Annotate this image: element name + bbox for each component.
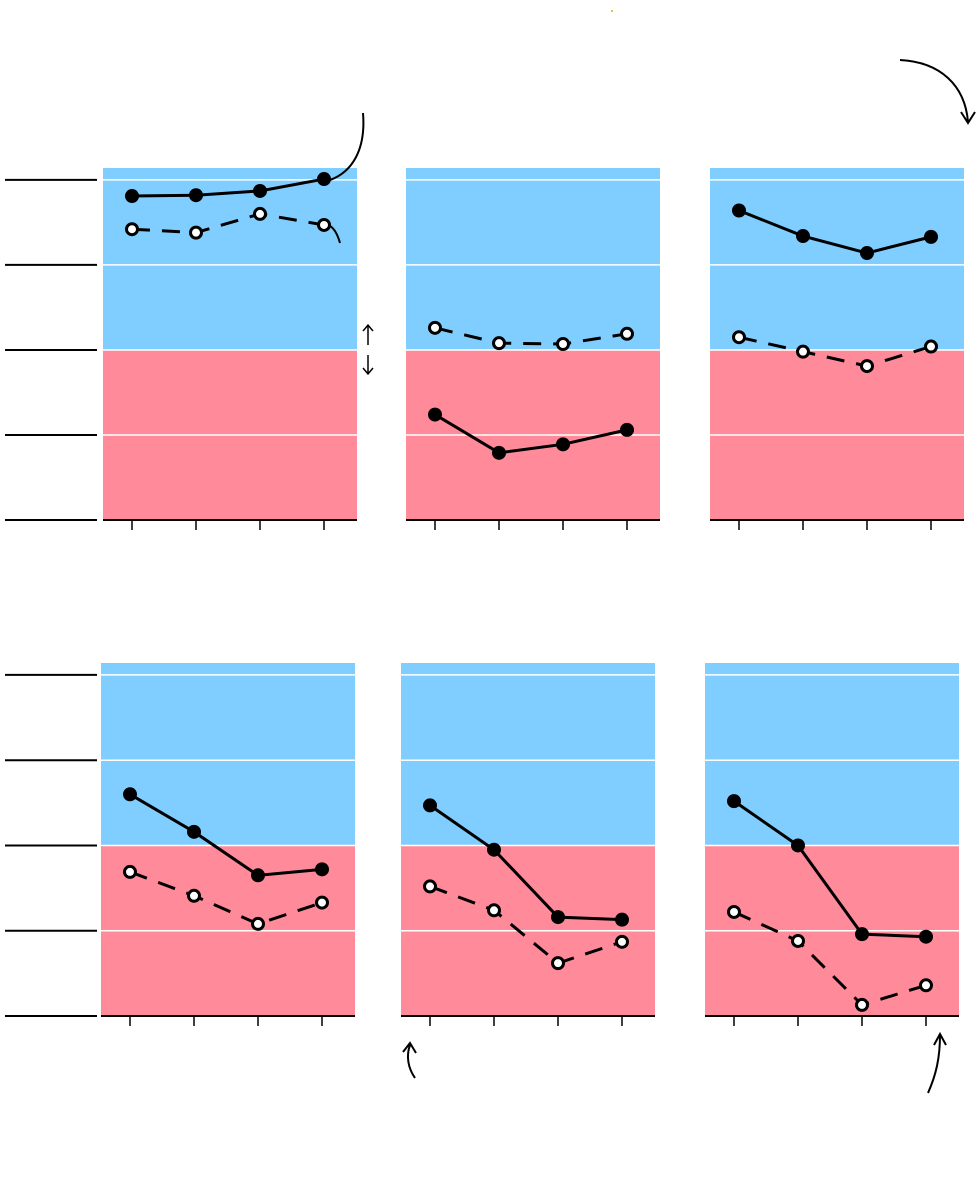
band-high — [401, 663, 655, 846]
arrow — [329, 225, 341, 244]
point — [187, 888, 201, 903]
point — [620, 326, 634, 341]
arrow — [899, 59, 976, 125]
point — [253, 183, 267, 198]
series-line — [738, 209, 932, 255]
series-line — [738, 335, 932, 368]
point — [791, 933, 805, 948]
point — [428, 407, 442, 422]
point — [855, 927, 869, 942]
point — [315, 862, 329, 877]
series-line — [131, 212, 325, 235]
point — [487, 842, 501, 857]
point — [189, 225, 203, 240]
point — [727, 794, 741, 809]
arrow — [329, 112, 365, 181]
point — [551, 910, 565, 925]
point — [123, 787, 137, 802]
band-high — [705, 663, 959, 846]
point — [551, 956, 565, 971]
point — [428, 320, 442, 335]
point — [317, 217, 331, 232]
point — [855, 997, 869, 1012]
dot — [611, 10, 613, 12]
series-line — [429, 804, 623, 922]
point — [791, 838, 805, 853]
series-line — [434, 326, 628, 346]
point — [860, 359, 874, 374]
point — [251, 916, 265, 931]
series-line — [129, 793, 323, 877]
point — [732, 203, 746, 218]
point — [924, 229, 938, 244]
point — [615, 912, 629, 927]
series-line — [733, 799, 927, 939]
point — [317, 172, 331, 187]
point — [125, 189, 139, 204]
point — [732, 330, 746, 345]
point — [251, 868, 265, 883]
point — [492, 445, 506, 460]
point — [125, 222, 139, 237]
point — [556, 337, 570, 351]
point — [423, 798, 437, 813]
panels — [5, 168, 964, 1026]
point — [189, 188, 203, 203]
point — [796, 344, 810, 359]
point — [919, 929, 933, 944]
point — [620, 422, 634, 437]
point — [123, 864, 137, 879]
band-high — [103, 168, 357, 350]
point — [860, 246, 874, 261]
point — [919, 978, 933, 993]
series-line — [129, 870, 323, 926]
decorations — [329, 59, 976, 1094]
point — [924, 339, 938, 354]
point — [315, 895, 329, 910]
point — [727, 904, 741, 919]
band-high — [710, 168, 964, 350]
arrow — [927, 1031, 947, 1094]
point — [253, 206, 267, 221]
arrow — [402, 1041, 417, 1079]
band-high — [406, 168, 660, 350]
point — [556, 437, 570, 452]
point — [796, 229, 810, 244]
series-line — [434, 413, 628, 455]
series-line — [429, 884, 623, 965]
point — [615, 934, 629, 949]
series-line — [131, 177, 325, 198]
series-line — [733, 910, 927, 1007]
point — [487, 903, 501, 918]
point — [187, 824, 201, 839]
arrow — [362, 323, 374, 376]
band-high — [101, 663, 355, 846]
point — [423, 879, 437, 894]
point — [492, 336, 506, 351]
